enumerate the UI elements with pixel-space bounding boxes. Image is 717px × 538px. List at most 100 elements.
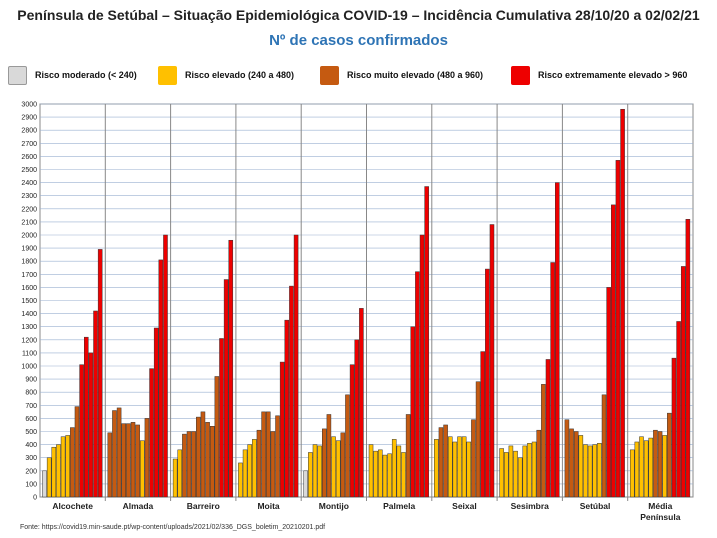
bar [308, 452, 313, 498]
bar-chart: 0 100 200 300 400 500 600 700 800 900 1000 1100 1200… [21, 102, 694, 522]
bar [335, 440, 341, 498]
y-tick-label: 1600 [21, 285, 37, 292]
y-tick-label: 2500 [21, 167, 37, 174]
bar [247, 444, 252, 498]
bar [368, 444, 374, 498]
bar [531, 441, 537, 498]
bar [140, 440, 145, 498]
bar [550, 262, 555, 498]
category-label: Seixal [452, 501, 477, 511]
y-tick-label: 1300 [21, 324, 37, 331]
bar [466, 441, 472, 498]
y-tick-label: 3000 [21, 102, 37, 109]
legend-swatch-high [158, 65, 177, 85]
bar [177, 449, 183, 498]
bar [93, 310, 98, 498]
y-tick-label: 1900 [21, 246, 37, 253]
bar [499, 448, 504, 498]
bar [116, 407, 122, 498]
bar [60, 436, 66, 498]
bar [303, 470, 308, 498]
legend-item-high: Risco elevado (240 a 480) [158, 64, 294, 86]
category-label: Montijo [319, 501, 349, 511]
legend-swatch-very-high [320, 65, 339, 85]
bar [242, 449, 248, 498]
legend-swatch-extreme [511, 65, 530, 85]
bar [615, 160, 621, 498]
bar [578, 435, 584, 498]
y-tick-label: 2000 [21, 233, 37, 240]
bar [545, 359, 551, 498]
bar [443, 424, 448, 498]
bar [629, 449, 635, 498]
bar [620, 108, 625, 498]
y-tick-label: 1700 [21, 272, 37, 279]
bar [485, 268, 490, 498]
bar [256, 429, 262, 498]
bar [564, 419, 570, 498]
bar [373, 450, 378, 498]
y-tick-label: 2200 [21, 206, 37, 213]
bar [662, 435, 667, 498]
bar [200, 411, 206, 498]
bar [79, 364, 84, 498]
legend-label-very-high: Risco muito elevado (480 a 960) [347, 70, 484, 80]
y-tick-label: 1500 [21, 298, 37, 305]
y-tick-label: 800 [25, 390, 37, 397]
bar [634, 441, 640, 498]
y-tick-label: 1000 [21, 364, 37, 371]
y-tick-label: 1400 [21, 311, 37, 318]
bar [457, 436, 462, 498]
bar [182, 433, 187, 498]
bar [153, 327, 159, 498]
bar [172, 458, 178, 498]
bar [252, 439, 257, 498]
bar [555, 182, 560, 498]
bar [611, 204, 616, 498]
y-tick-label: 2300 [21, 193, 37, 200]
bar [149, 368, 154, 498]
bar [191, 431, 196, 498]
bar [410, 326, 416, 498]
y-tick-label: 700 [25, 403, 37, 410]
category-label: Almada [123, 501, 154, 511]
category-label: Moita [257, 501, 279, 511]
bar [42, 470, 47, 498]
bar [489, 224, 495, 498]
bar [452, 441, 458, 498]
y-tick-label: 100 [25, 481, 37, 488]
y-tick-label: 2600 [21, 154, 37, 161]
bar [597, 443, 602, 498]
bar [587, 445, 593, 498]
bar [270, 431, 276, 498]
bar [680, 266, 686, 498]
bar [219, 338, 224, 498]
bar [331, 436, 336, 498]
bar [205, 422, 210, 498]
bar [583, 444, 588, 498]
bar [97, 249, 103, 498]
bar [163, 234, 168, 498]
bar [126, 423, 131, 498]
bar [107, 432, 113, 498]
bar [387, 453, 392, 498]
bar [424, 186, 429, 498]
bar [447, 436, 453, 498]
bar [209, 426, 215, 498]
bar [196, 416, 201, 498]
category-label: Barreiro [187, 501, 220, 511]
legend-label-extreme: Risco extremamente elevado > 960 [538, 70, 688, 80]
bar [88, 352, 94, 498]
bar [522, 445, 528, 498]
y-tick-label: 200 [25, 468, 37, 475]
bar [667, 412, 672, 498]
bar [643, 440, 649, 498]
bar [671, 357, 677, 498]
bar [214, 376, 220, 498]
bar [503, 452, 509, 498]
bar [419, 234, 425, 498]
y-tick-label: 500 [25, 429, 37, 436]
y-tick-label: 1800 [21, 259, 37, 266]
bar [480, 351, 485, 498]
y-tick-label: 300 [25, 455, 37, 462]
